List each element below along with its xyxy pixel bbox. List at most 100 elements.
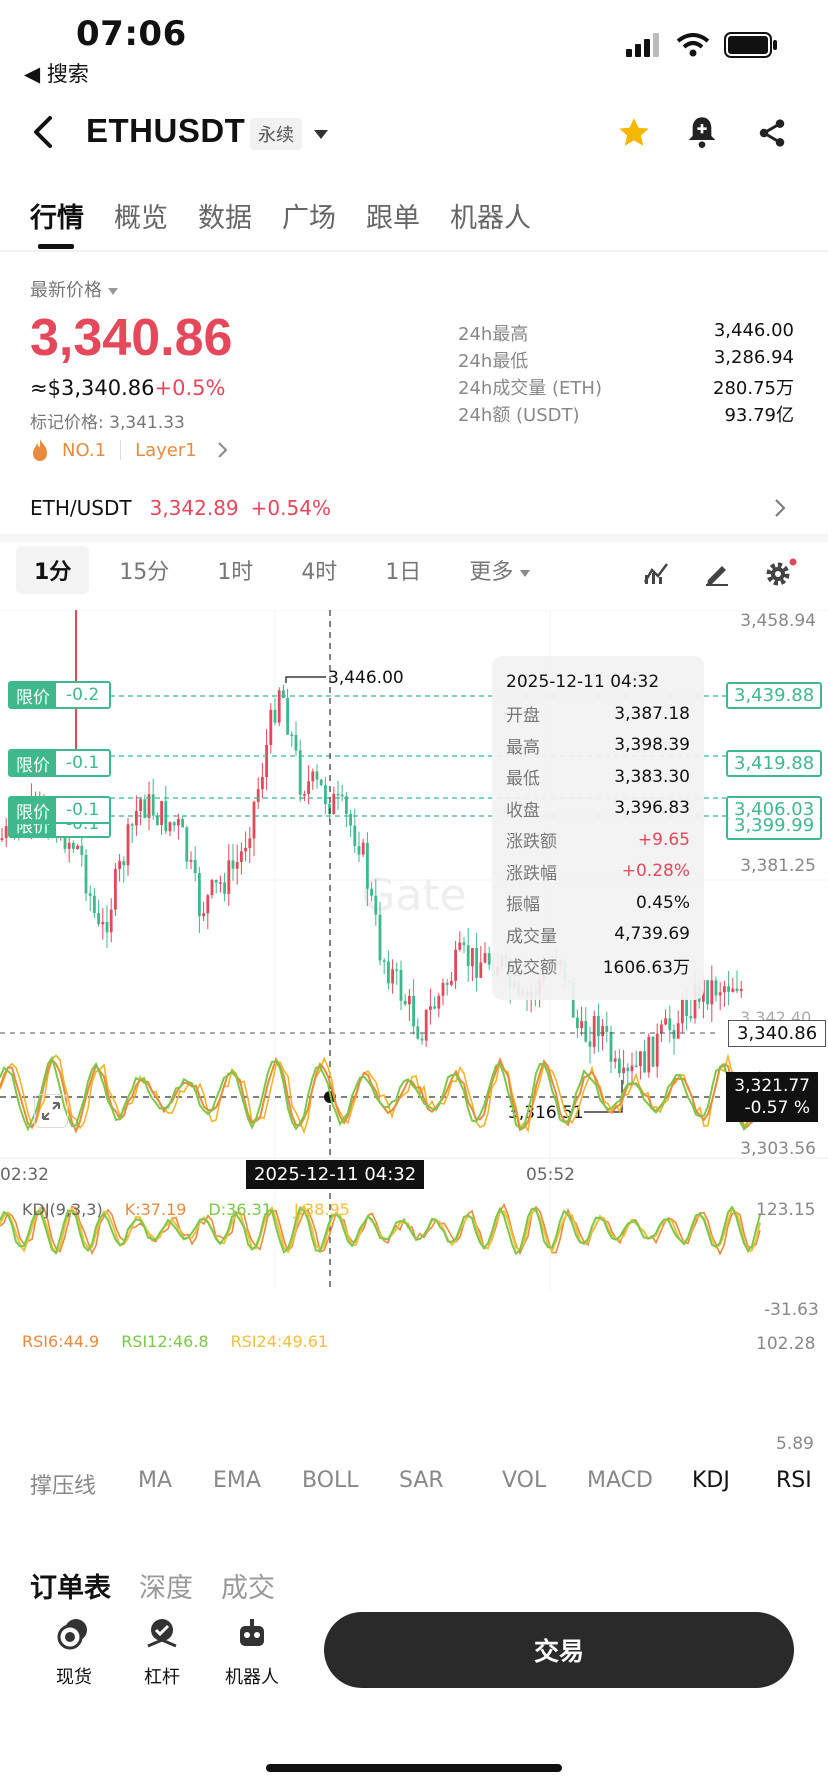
tab-overview[interactable]: 概览 [114,203,168,234]
price-alert-bell-icon[interactable] [686,114,718,150]
candle-info-tooltip: 2025-12-11 04:32 开盘 3,387.18 最高 3,398.39 最… [492,656,704,1000]
limit-order-tag-3[interactable]: 限价 -0.1 [8,796,112,824]
share-icon[interactable] [756,116,788,150]
bot-action[interactable]: 机器人 [212,1616,292,1689]
latest-price-label[interactable]: 最新价格 [30,276,118,302]
indicator-rsi[interactable]: RSI [776,1468,812,1493]
timeframe-1m[interactable]: 1分 [16,546,90,594]
candle-body [672,1030,676,1039]
spot-chevron-icon[interactable] [774,498,786,518]
tab-trades[interactable]: 成交 [221,1573,275,1604]
spot-coins-icon [57,1619,87,1650]
candle-body [147,794,151,818]
candle-body [332,793,336,815]
candle-body [689,1016,693,1019]
indicator-boll[interactable]: BOLL [302,1468,359,1493]
kdj-title: KDJ(9,3,3) [22,1200,103,1219]
candle-body [601,1026,604,1037]
limit-order-tag-2[interactable]: 限价 -0.1 [8,749,112,777]
indicator-support-resistance[interactable]: 撑压线 [30,1474,97,1499]
candle-body [156,815,159,825]
tab-market[interactable]: 行情 [30,203,84,234]
favorite-star-icon[interactable] [616,116,652,150]
timeframe-1h[interactable]: 1时 [217,560,254,585]
tab-bots[interactable]: 机器人 [450,203,531,234]
tab-depth[interactable]: 深度 [139,1573,193,1604]
stat-low: 24h最低 3,286.94 [458,347,794,372]
candle-body [353,825,357,847]
candle-body [345,796,348,815]
candle-body [483,953,487,963]
candle-body [324,785,327,805]
indicator-sar[interactable]: SAR [399,1468,444,1493]
trade-button[interactable]: 交易 [324,1612,794,1688]
candle-body [227,860,231,894]
y-tick-top: 3,458.94 [740,611,816,631]
indicator-chart-icon[interactable] [642,560,670,586]
fire-icon [33,439,47,461]
candle-body [630,1065,634,1072]
tab-square[interactable]: 广场 [282,203,336,234]
candle-body [706,980,709,1005]
tab-order-book[interactable]: 订单表 [30,1573,111,1604]
candle-body [235,862,239,869]
back-arrow-icon[interactable] [28,112,58,152]
candle-body [340,794,344,797]
candle-body [181,819,184,828]
candle-body [462,942,466,946]
limit-order-tag-1[interactable]: 限价 -0.2 [8,681,112,709]
kdj-line [0,1055,761,1132]
timeframe-15m[interactable]: 15分 [119,560,170,585]
candle-body [277,690,281,723]
spot-action[interactable]: 现货 [34,1616,114,1689]
candle-body [622,1067,625,1074]
candle-body [395,969,399,971]
candle-body [613,1058,617,1062]
tab-data[interactable]: 数据 [198,203,252,234]
back-to-search-link[interactable]: ◀ 搜索 [24,62,89,86]
candle-body [248,838,252,848]
stat-volume: 24h成交量 (ETH) 280.75万 [458,378,794,399]
sector-tag: Layer1 [135,439,197,461]
pair-dropdown-icon[interactable] [314,130,328,139]
candle-body [584,1021,588,1042]
pair-title[interactable]: ETHUSDT [86,112,246,149]
candle-body [122,861,126,866]
candle-body [315,771,319,780]
drawing-pen-icon[interactable] [704,560,730,586]
candle-body [256,789,260,802]
indicator-bar: 撑压线 MA EMA BOLL SAR VOL MACD KDJ RSI [30,1468,812,1500]
candle-body [387,961,390,984]
candle-body [244,847,247,852]
indicator-ema[interactable]: EMA [213,1468,261,1493]
kdj-j: J:38.95 [293,1200,350,1219]
candle-body [639,1051,642,1067]
expand-icon [42,1102,60,1120]
timeframe-4h[interactable]: 4时 [301,560,338,585]
timeframe-1d[interactable]: 1日 [385,560,422,585]
spot-row[interactable]: ETH/USDT 3,342.89 +0.54% [30,496,331,520]
margin-action[interactable]: 杠杆 [122,1616,202,1689]
candle-body [130,824,134,826]
candle-body [374,895,378,915]
fullscreen-button[interactable] [34,1094,68,1128]
candle-body [445,982,449,985]
candle-body [290,734,294,737]
candle-body [273,709,277,723]
indicator-vol[interactable]: VOL [502,1468,547,1493]
chart-settings-gear-icon[interactable] [764,558,798,588]
crosshair-price-tag: 3,321.77 -0.57 % [726,1072,818,1122]
indicator-ma[interactable]: MA [138,1468,173,1493]
tab-copy-trading[interactable]: 跟单 [366,203,420,234]
candle-body [0,838,4,840]
tags-row[interactable]: NO.1 Layer1 [30,438,229,462]
usd-price-row: ≈$3,340.86+0.5% [30,376,225,400]
candle-body [357,846,361,855]
tooltip-volume: 成交量 4,739.69 [506,924,690,947]
candle-body [441,982,445,996]
timeframe-more[interactable]: 更多 [451,546,548,594]
indicator-kdj[interactable]: KDJ [692,1468,730,1493]
candle-body [655,1033,659,1067]
chart-watermark: Gate [361,870,466,921]
indicator-macd[interactable]: MACD [587,1468,653,1493]
